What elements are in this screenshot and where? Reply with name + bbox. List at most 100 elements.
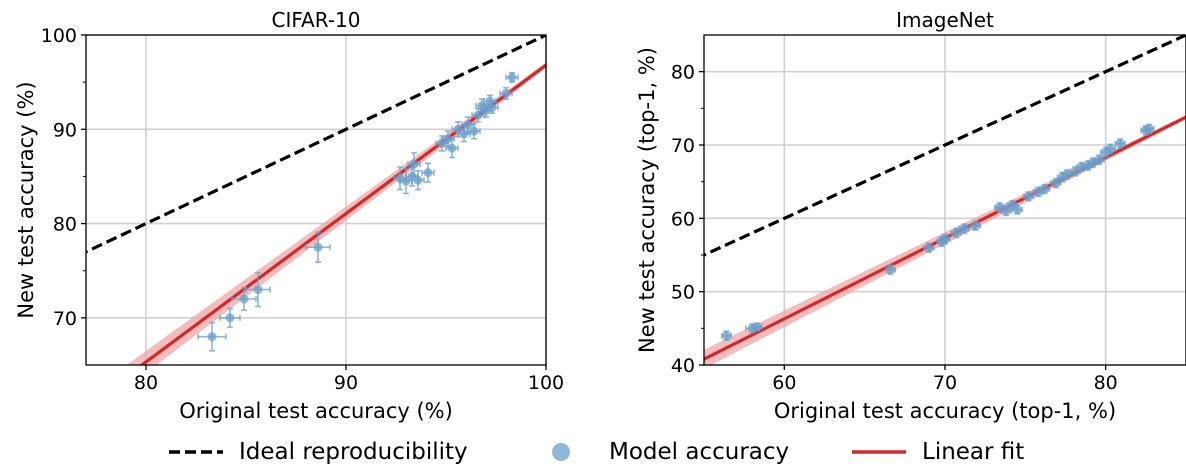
data-point: [245, 271, 271, 308]
x-tick-label: 70: [933, 372, 957, 394]
point-marker: [721, 331, 731, 341]
point-marker: [469, 126, 479, 136]
point-marker: [924, 243, 934, 253]
x-axis-label: Original test accuracy (top-1, %): [774, 399, 1116, 423]
chart-title: ImageNet: [896, 8, 994, 32]
point-marker: [959, 224, 969, 234]
point-marker: [207, 332, 217, 342]
legend-item-fit: Linear fit: [850, 436, 1024, 467]
data-point: [751, 322, 763, 332]
y-tick-label: 100: [41, 25, 77, 47]
data-point: [499, 87, 513, 100]
legend-swatch-model: [552, 442, 570, 461]
point-marker: [225, 313, 235, 323]
point-marker: [1062, 169, 1072, 179]
plot-area: [704, 35, 1186, 365]
data-point: [407, 152, 421, 177]
point-marker: [413, 175, 423, 185]
x-tick-label: 80: [134, 372, 158, 394]
y-tick-label: 70: [53, 308, 77, 330]
data-point: [1114, 138, 1126, 149]
point-marker: [1115, 139, 1125, 149]
x-tick-label: 100: [528, 372, 564, 394]
point-marker: [951, 228, 961, 238]
point-marker: [253, 285, 263, 295]
legend-label-fit: Linear fit: [922, 438, 1025, 465]
data-point: [1143, 123, 1155, 135]
y-tick-label: 80: [671, 62, 695, 84]
data-point: [411, 169, 425, 191]
legend-swatch-fit: [852, 449, 906, 454]
x-tick-label: 60: [772, 372, 796, 394]
data-point: [197, 321, 227, 352]
point-marker: [971, 221, 981, 231]
point-marker: [1024, 191, 1034, 201]
y-tick-label: 60: [671, 208, 695, 230]
point-marker: [409, 159, 419, 169]
legend-swatch-ideal: [169, 449, 223, 454]
data-point: [445, 137, 459, 159]
figure: 80 90 100 70 80 90 100 CIFAR-10 Original test ac…: [14, 8, 1186, 423]
point-marker: [1144, 124, 1154, 134]
data-point: [505, 71, 519, 83]
point-marker: [1105, 144, 1115, 154]
legend-label-model: Model accuracy: [609, 438, 790, 465]
data-point: [467, 122, 481, 140]
chart-title: CIFAR-10: [272, 8, 361, 32]
imagenet-panel: 60 70 80 40 50 60 70 80 ImageNet Original test ac…: [635, 8, 1186, 423]
point-marker: [443, 134, 453, 144]
data-point: [1022, 191, 1035, 202]
point-marker: [423, 168, 433, 178]
ideal-reproducibility-line: [704, 35, 1186, 257]
y-axis-label: New test accuracy (top-1, %): [635, 47, 659, 353]
point-marker: [885, 265, 895, 275]
point-marker: [1051, 178, 1061, 188]
data-point: [305, 231, 331, 264]
point-marker: [313, 242, 323, 252]
cifar10-panel: 80 90 100 70 80 90 100 CIFAR-10 Original test ac…: [14, 8, 564, 423]
point-marker: [501, 88, 511, 98]
data-point: [923, 242, 935, 253]
data-point: [884, 264, 896, 275]
data-point: [485, 101, 499, 115]
point-marker: [1012, 205, 1022, 215]
point-marker: [487, 103, 497, 113]
data-point: [1000, 205, 1012, 217]
data-point: [219, 307, 241, 329]
point-marker: [459, 129, 469, 139]
x-axis-label: Original test accuracy (%): [179, 399, 453, 423]
point-marker: [507, 72, 517, 82]
x-tick-label: 80: [1094, 372, 1118, 394]
point-marker: [1094, 155, 1104, 165]
point-marker: [447, 143, 457, 153]
point-marker: [752, 322, 762, 332]
ideal-reproducibility-line: [86, 35, 546, 254]
y-tick-label: 40: [671, 355, 695, 377]
legend-item-model: Model accuracy: [549, 436, 789, 467]
data-point: [1093, 154, 1105, 165]
y-tick-label: 80: [53, 214, 77, 236]
y-tick-label: 90: [53, 119, 77, 141]
y-axis-label: New test accuracy (%): [14, 81, 38, 318]
legend-item-ideal: Ideal reproducibility: [167, 436, 468, 467]
legend: Ideal reproducibility Model accuracy Lin…: [0, 436, 1186, 467]
axes-frame: [85, 34, 547, 366]
y-tick-label: 70: [671, 135, 695, 157]
fit-confidence-band: [126, 62, 546, 365]
point-marker: [239, 294, 249, 304]
data-point: [720, 330, 733, 341]
data-point: [1104, 143, 1117, 154]
data-point: [421, 162, 435, 183]
data-point: [1038, 183, 1051, 195]
data-point: [950, 227, 962, 239]
point-marker: [1001, 206, 1011, 216]
legend-label-ideal: Ideal reproducibility: [239, 438, 468, 465]
point-marker: [463, 120, 473, 130]
data-point: [958, 223, 970, 234]
plot-area: [86, 35, 546, 365]
x-tick-label: 90: [334, 372, 358, 394]
data-point: [939, 233, 951, 245]
data-point: [969, 220, 982, 231]
y-tick-label: 50: [671, 282, 695, 304]
point-marker: [940, 234, 950, 244]
